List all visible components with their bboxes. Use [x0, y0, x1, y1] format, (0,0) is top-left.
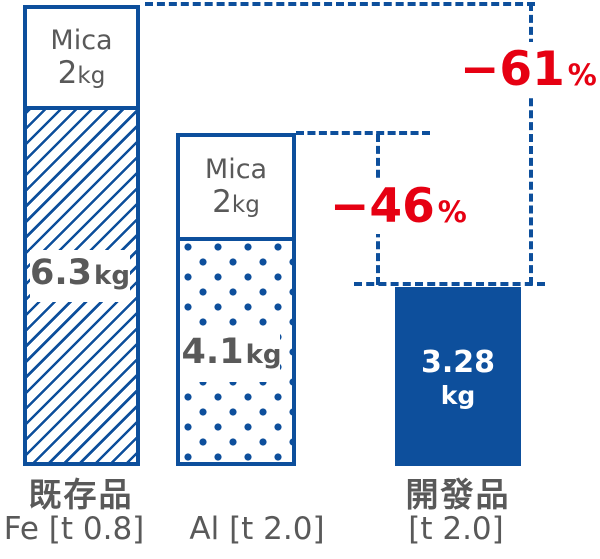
- axis-label-al: Al [t 2.0]: [189, 511, 325, 547]
- bar-existing-al: Mica 2kg 4.1 kg: [176, 133, 296, 466]
- bar-al-mica-value-unit: kg: [231, 192, 260, 219]
- bar-al-weight-number: 4.1: [181, 332, 244, 372]
- guide-line-al-top: [296, 131, 430, 135]
- bar-fe-weight-number: 6.3: [30, 253, 93, 293]
- reduction-label-vs-al: −46 %: [322, 179, 475, 234]
- bar-fe-mica-value-number: 2: [57, 54, 78, 91]
- group-label-existing: 既存品: [28, 475, 134, 514]
- reduction-vs-fe-percent-sign: %: [567, 58, 597, 92]
- bar-fe-weight-unit: kg: [94, 261, 130, 291]
- reduction-vs-al-number: −46: [330, 179, 435, 234]
- guide-line-dev-top: [354, 282, 545, 286]
- guide-line-fe-vertical: [529, 3, 533, 285]
- bar-fe-weight-label: 6.3 kg: [30, 250, 130, 302]
- bar-al-mica-value: 2kg: [212, 185, 260, 219]
- guide-line-fe-top: [145, 2, 535, 6]
- bar-al-mica-value-number: 2: [212, 184, 232, 221]
- reduction-label-vs-fe: −61 %: [452, 42, 600, 97]
- bar-fe-mica-segment: Mica 2kg: [27, 9, 136, 110]
- bar-al-weight-unit: kg: [245, 340, 282, 370]
- bar-fe-mica-value-unit: kg: [77, 62, 106, 89]
- bar-al-weight-label: 4.1 kg: [181, 328, 282, 382]
- axis-label-dev: [t 2.0]: [408, 511, 504, 547]
- bar-dev-weight-unit: kg: [440, 380, 476, 410]
- bar-developed: 3.28 kg: [395, 287, 521, 466]
- bar-al-mica-name: Mica: [204, 154, 268, 186]
- group-label-developed: 開發品: [405, 475, 511, 514]
- bar-fe-mica-value: 2kg: [58, 56, 106, 90]
- reduction-vs-fe-number: −61: [460, 42, 565, 97]
- axis-label-fe: Fe [t 0.8]: [3, 511, 145, 547]
- bar-existing-fe: Mica 2kg 6.3 kg: [23, 5, 140, 466]
- reduction-vs-al-percent-sign: %: [437, 195, 467, 229]
- bar-al-mica-segment: Mica 2kg: [180, 137, 292, 241]
- bar-fe-mica-name: Mica: [50, 24, 113, 56]
- bar-dev-weight-number: 3.28: [420, 345, 496, 380]
